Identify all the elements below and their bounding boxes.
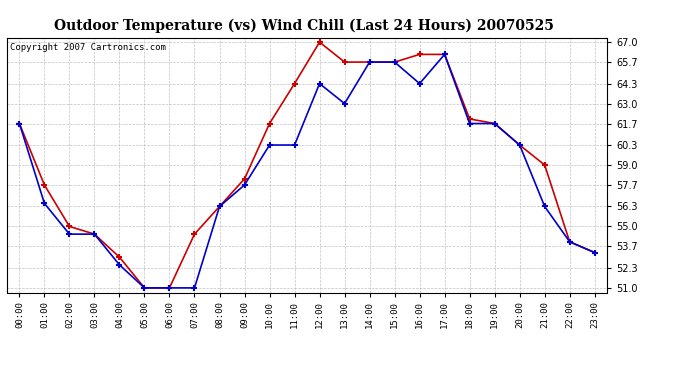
Text: Copyright 2007 Cartronics.com: Copyright 2007 Cartronics.com bbox=[10, 43, 166, 52]
Text: Outdoor Temperature (vs) Wind Chill (Last 24 Hours) 20070525: Outdoor Temperature (vs) Wind Chill (Las… bbox=[54, 19, 553, 33]
